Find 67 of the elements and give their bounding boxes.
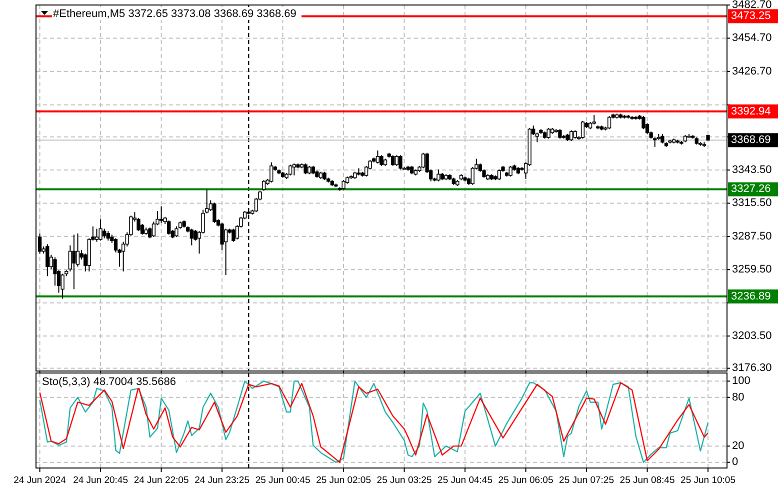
y-tick-label: 3315.50 (732, 197, 772, 210)
candlestick (46, 244, 50, 277)
candlestick (94, 228, 99, 242)
y-tick-label: 0 (732, 456, 738, 468)
candlestick (497, 168, 502, 181)
candlestick (660, 133, 664, 144)
candlestick (398, 154, 402, 170)
candlestick (72, 234, 76, 290)
candlestick (546, 127, 550, 140)
candlestick (570, 130, 574, 142)
y-tick-label: 3426.70 (732, 65, 772, 78)
ref-line-label: 3473.25 (731, 10, 771, 22)
x-tick-label: 25 Jun 06:05 (498, 475, 554, 486)
y-tick-label: 3259.50 (732, 264, 772, 276)
x-tick-label: 24 Jun 23:25 (194, 475, 250, 486)
ref-line-label: 3236.89 (731, 290, 771, 302)
candlestick (102, 228, 106, 239)
candlestick (376, 150, 380, 164)
x-tick-label: 25 Jun 03:25 (376, 475, 432, 486)
candlestick (642, 116, 646, 130)
y-tick-label: 80 (732, 391, 744, 404)
y-tick-label: 3203.50 (732, 330, 772, 342)
ref-line-label: 3392.94 (731, 105, 771, 118)
candlestick (190, 228, 194, 246)
candlestick (60, 273, 64, 300)
ref-line-label: 3327.26 (731, 183, 771, 196)
candlestick (262, 180, 266, 192)
candlestick (380, 154, 384, 166)
candlestick (342, 180, 346, 190)
y-tick-label: 3287.50 (732, 230, 772, 242)
chart-title: Sto(5,3,3) 48.7004 35.5686 (42, 376, 176, 388)
x-tick-label: 24 Jun 22:05 (134, 475, 189, 486)
candlestick (212, 202, 216, 224)
candlestick (232, 228, 236, 242)
x-tick-label: 25 Jun 08:45 (620, 475, 675, 486)
candlestick (292, 163, 296, 176)
candlestick (304, 163, 308, 175)
x-tick-label: 25 Jun 07:25 (559, 475, 614, 486)
y-tick-label: 100 (732, 375, 750, 388)
candlestick (558, 128, 562, 140)
y-tick-label: 3343.50 (732, 164, 772, 176)
ref-line-label: 3368.69 (731, 134, 771, 146)
y-tick-label: 3176.30 (732, 362, 772, 374)
x-tick-label: 25 Jun 10:05 (680, 475, 736, 486)
candlestick (174, 226, 178, 238)
candlestick (592, 114, 596, 125)
candlestick (580, 120, 585, 140)
candlestick (98, 218, 102, 242)
candlestick (394, 154, 399, 166)
candlestick (391, 154, 395, 166)
candlestick (508, 165, 512, 178)
x-tick-label: 25 Jun 02:05 (316, 475, 371, 486)
x-tick-label: 25 Jun 00:45 (255, 475, 310, 486)
x-tick-label: 24 Jun 2024 (14, 475, 66, 486)
candlestick (421, 152, 426, 169)
y-tick-label: 3454.70 (732, 32, 772, 44)
x-tick-label: 24 Jun 20:45 (73, 475, 128, 486)
candlestick (167, 220, 171, 236)
candlestick (159, 206, 164, 224)
candlestick (607, 116, 612, 130)
candlestick (436, 168, 440, 182)
x-tick-label: 25 Jun 04:45 (438, 475, 492, 486)
candlestick (106, 230, 110, 242)
candlestick (288, 164, 292, 176)
y-tick-label: 3482.70 (732, 0, 772, 11)
candlestick (270, 162, 274, 183)
y-tick-label: 20 (732, 440, 744, 452)
